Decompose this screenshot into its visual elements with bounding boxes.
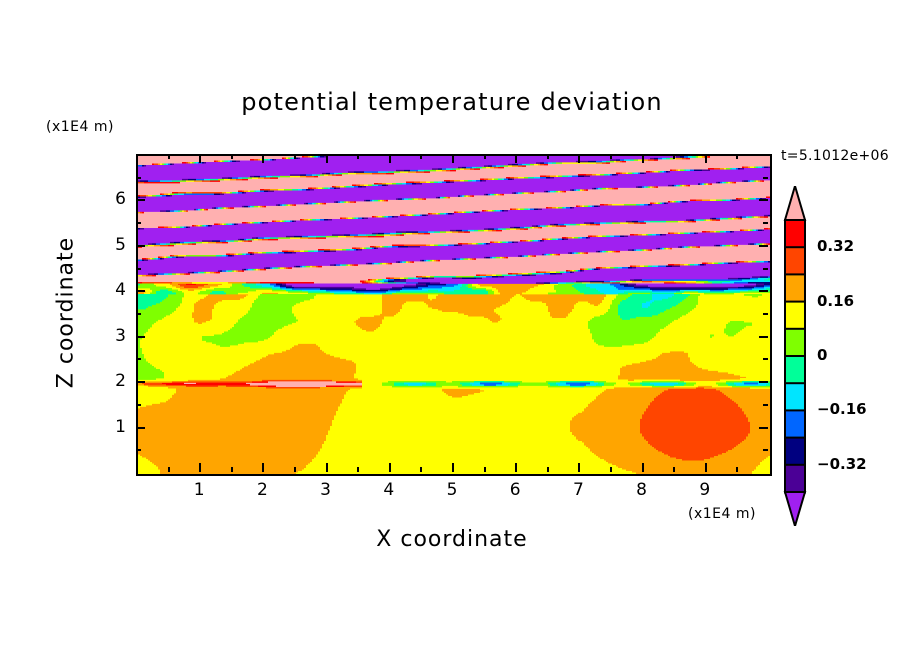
y-tick-label: 3: [115, 325, 126, 346]
y-axis-units-label: (x1E4 m): [46, 119, 114, 135]
x-axis-title: X coordinate: [376, 527, 528, 552]
colorbar-tick-label: −0.16: [817, 400, 867, 419]
contour-field: [138, 156, 770, 474]
y-axis-title: Z coordinate: [53, 236, 79, 389]
page-title: potential temperature deviation: [241, 88, 663, 116]
y-tick-label: 6: [115, 189, 126, 210]
x-tick-label: 8: [636, 480, 647, 500]
time-annotation: t=5.1012e+06: [781, 148, 889, 164]
y-tick-label: 4: [115, 280, 126, 301]
x-tick-label: 6: [509, 480, 521, 500]
colorbar-tick-label: 0: [817, 346, 828, 364]
contour-plot-panel[interactable]: [136, 154, 772, 476]
x-axis-units-label: (x1E4 m): [688, 506, 756, 522]
y-tick-label: 2: [115, 371, 126, 392]
x-tick-label: 1: [193, 480, 205, 500]
x-tick-label: 7: [572, 480, 584, 500]
x-tick-label: 2: [256, 480, 268, 500]
x-tick-label: 3: [320, 480, 331, 500]
colorbar-tick-label: −0.32: [817, 454, 867, 473]
x-tick-label: 4: [383, 480, 395, 500]
x-tick-label: 9: [699, 480, 711, 500]
y-tick-label: 1: [115, 416, 126, 437]
colorbar[interactable]: 0.32 0.16 0 −0.16 −0.32: [781, 186, 867, 526]
y-tick-label: 5: [115, 234, 126, 255]
colorbar-gradient: [783, 186, 807, 526]
x-tick-label: 5: [446, 480, 458, 500]
colorbar-tick-label: 0.16: [817, 291, 855, 310]
colorbar-tick-label: 0.32: [817, 237, 855, 256]
